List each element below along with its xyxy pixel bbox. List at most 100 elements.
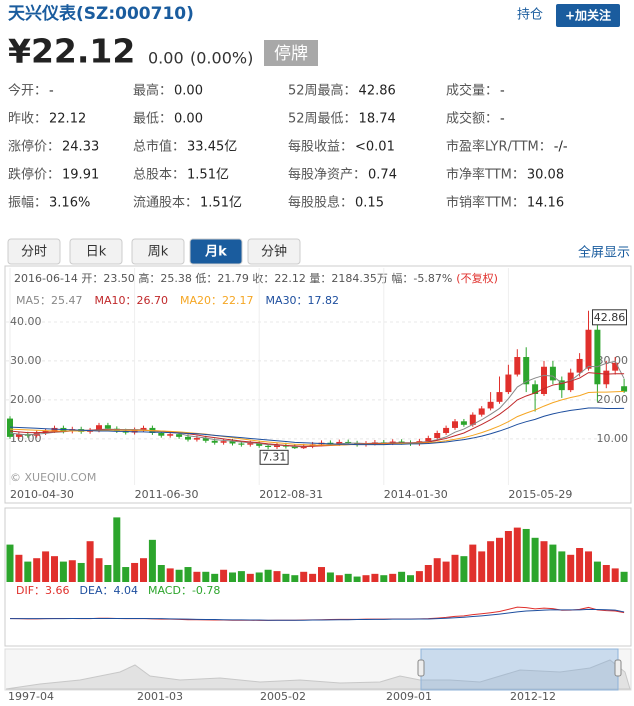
stat-label: 市净率TTM： bbox=[446, 167, 525, 183]
stat-value: 30.08 bbox=[527, 168, 564, 183]
volume-bar bbox=[95, 558, 103, 582]
navigator-window[interactable] bbox=[420, 648, 619, 691]
tab[interactable] bbox=[69, 238, 123, 265]
quote-line: 2016-06-14 开：23.50 高：25.38 低：21.79 收：22.… bbox=[14, 271, 452, 285]
navigator-label: 2005-02 bbox=[260, 690, 306, 703]
candle-body bbox=[532, 384, 539, 395]
volume-bar bbox=[59, 561, 67, 582]
stat-label: 成交额： bbox=[446, 111, 498, 127]
stat-value: <0.01 bbox=[355, 140, 395, 155]
chart-frame bbox=[4, 265, 632, 504]
price: ¥22.12 bbox=[8, 32, 135, 71]
stat-label: 每股收益： bbox=[288, 139, 353, 155]
navigator-handle[interactable] bbox=[614, 659, 622, 677]
follow-label[interactable]: +加关注 bbox=[565, 8, 611, 23]
volume-bar bbox=[487, 541, 495, 582]
tab-label[interactable]: 月k bbox=[204, 245, 227, 260]
volume-bar bbox=[540, 541, 548, 582]
candle-body bbox=[558, 380, 565, 391]
volume-bar bbox=[362, 575, 370, 582]
volume-bar bbox=[291, 575, 299, 582]
candle-body bbox=[274, 445, 280, 448]
volume-bar bbox=[344, 573, 352, 582]
y2-tick-label: 10.00 bbox=[597, 432, 629, 445]
status-badge bbox=[264, 40, 318, 66]
volume-bar bbox=[593, 561, 601, 582]
tab-label[interactable]: 日k bbox=[86, 245, 107, 260]
stat-label: 昨收： bbox=[8, 112, 47, 127]
tab-label[interactable]: 分钟 bbox=[261, 244, 287, 260]
volume-bar bbox=[371, 573, 379, 582]
volume-bar bbox=[442, 561, 450, 582]
hold-link[interactable]: 持仓 bbox=[517, 8, 543, 23]
volume-bar bbox=[326, 572, 334, 582]
macd-legend: DEA：4.04 bbox=[80, 584, 138, 597]
volume-bar bbox=[611, 568, 619, 582]
follow-button[interactable] bbox=[556, 4, 620, 27]
volume-bar bbox=[113, 517, 121, 582]
navigator-handle[interactable] bbox=[417, 659, 425, 677]
ma-legend: MA20：22.17 bbox=[180, 294, 254, 307]
candle-body bbox=[585, 329, 592, 369]
tab[interactable] bbox=[7, 238, 61, 265]
candle-body bbox=[603, 370, 610, 385]
ma-line bbox=[9, 372, 625, 447]
volume-bar bbox=[433, 558, 441, 582]
navigator-label: 2012-12 bbox=[510, 690, 556, 703]
volume-bar bbox=[380, 575, 388, 582]
tab-label[interactable]: 周k bbox=[148, 245, 169, 260]
macd-line bbox=[10, 608, 625, 621]
navigator-label: 2001-03 bbox=[137, 690, 183, 703]
volume-bar bbox=[202, 571, 210, 582]
volume-bar bbox=[33, 558, 41, 582]
candle-body bbox=[505, 374, 512, 393]
ma-line bbox=[9, 390, 625, 446]
fullscreen-link[interactable]: 全屏显示 bbox=[578, 245, 630, 261]
stat-value: 24.33 bbox=[62, 140, 99, 155]
candle-body bbox=[336, 441, 343, 444]
volume-bar bbox=[407, 575, 414, 582]
ma-legend: MA5：25.47 bbox=[16, 294, 83, 307]
candle-body bbox=[229, 441, 236, 444]
tab[interactable] bbox=[131, 238, 185, 265]
stat-value: 22.12 bbox=[49, 112, 86, 127]
volume-bar bbox=[86, 541, 94, 582]
volume-bar bbox=[567, 554, 575, 582]
stat-label: 52周最高： bbox=[288, 83, 357, 99]
volume-bar bbox=[24, 561, 32, 582]
stat-label: 振幅： bbox=[8, 196, 47, 211]
volume-bar bbox=[335, 575, 343, 582]
candle-body bbox=[185, 436, 191, 440]
candle-body bbox=[434, 432, 441, 439]
stat-value: - bbox=[49, 84, 54, 99]
y-tick-label: 20.00 bbox=[10, 393, 42, 406]
volume-bar bbox=[558, 551, 566, 582]
candle-body bbox=[496, 392, 503, 402]
volume-bar bbox=[300, 571, 308, 582]
volume-bar bbox=[51, 556, 58, 582]
tab-label[interactable]: 分时 bbox=[21, 245, 47, 260]
stock-title: 天兴仪表(SZ:000710) bbox=[8, 3, 194, 24]
volume-bar bbox=[131, 562, 139, 582]
stat-label: 52周最低： bbox=[288, 112, 357, 127]
tab[interactable] bbox=[189, 238, 243, 265]
volume-bar bbox=[389, 573, 397, 582]
stat-label: 每股净资产： bbox=[288, 167, 366, 183]
macd-legend: MACD：-0.78 bbox=[148, 584, 220, 597]
candle-body bbox=[291, 446, 298, 449]
candle-body bbox=[96, 425, 102, 431]
stat-value: 0.00 bbox=[174, 84, 203, 99]
y2-tick-label: 20.00 bbox=[597, 393, 629, 406]
candle-body bbox=[487, 401, 494, 409]
low-box bbox=[259, 449, 289, 465]
tab[interactable] bbox=[247, 238, 301, 265]
volume-bar bbox=[237, 571, 245, 582]
chart: 2016-06-14 开：23.50 高：25.38 低：21.79 收：22.… bbox=[4, 268, 632, 703]
stat-label: 成交量： bbox=[446, 83, 498, 99]
stat-label: 今开： bbox=[8, 83, 47, 99]
candle-body bbox=[425, 438, 432, 442]
volume-bar bbox=[602, 565, 610, 582]
x-tick-label: 2010-04-30 bbox=[10, 488, 74, 501]
stat-label: 跌停价： bbox=[8, 167, 60, 183]
